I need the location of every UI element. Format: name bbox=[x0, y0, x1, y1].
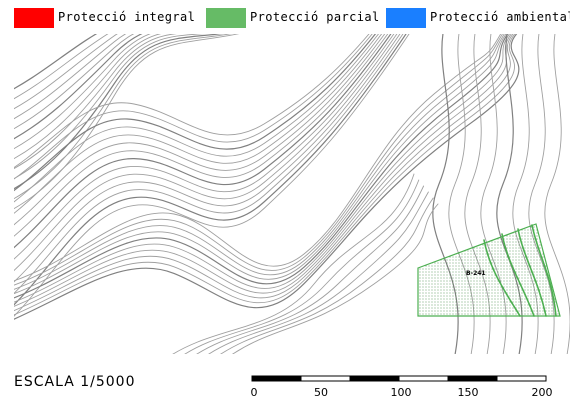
legend-swatch-red bbox=[14, 8, 54, 28]
contour-line bbox=[220, 197, 434, 354]
contour-line bbox=[14, 34, 177, 170]
contour-line bbox=[14, 34, 510, 303]
contour-line bbox=[208, 191, 429, 354]
scale-label: ESCALA 1/5000 bbox=[14, 374, 136, 390]
zone-contour-lines bbox=[483, 224, 557, 317]
contour-line bbox=[14, 34, 143, 140]
contour-line bbox=[14, 34, 404, 294]
contour-line bbox=[14, 34, 401, 283]
contour-line bbox=[14, 34, 395, 260]
contour-line bbox=[14, 34, 373, 180]
contour-line bbox=[14, 34, 407, 306]
contour-line bbox=[14, 34, 516, 316]
contour-line bbox=[14, 34, 377, 192]
scale-tick-label: 150 bbox=[458, 386, 479, 398]
contour-line bbox=[14, 34, 503, 286]
contour-line bbox=[14, 34, 398, 272]
contour-line bbox=[14, 34, 379, 203]
zone-contour bbox=[517, 228, 547, 317]
contour-lines bbox=[14, 34, 570, 354]
zone-label: B-241 bbox=[466, 270, 486, 277]
contour-line bbox=[14, 34, 507, 295]
contour-line bbox=[14, 34, 389, 237]
legend-label-ambiental: Protecció ambiental bbox=[430, 10, 570, 24]
contour-line bbox=[14, 34, 370, 169]
map-legend: Protecció integral Protecció parcial Pro… bbox=[0, 0, 570, 34]
contour-line bbox=[14, 34, 512, 307]
contour-line bbox=[14, 34, 386, 226]
contour-line bbox=[14, 34, 151, 150]
zone-contour bbox=[531, 224, 557, 317]
contour-line bbox=[172, 173, 415, 354]
contour-line bbox=[196, 185, 425, 354]
legend-label-integral: Protecció integral bbox=[58, 10, 196, 24]
contour-line bbox=[14, 34, 514, 312]
scale-tick-label: 200 bbox=[532, 386, 553, 398]
scale-tick-label: 50 bbox=[314, 386, 328, 398]
contour-line bbox=[14, 34, 520, 320]
scale-tick-label: 0 bbox=[251, 386, 258, 398]
contour-line bbox=[14, 34, 502, 282]
contour-line bbox=[14, 34, 392, 249]
legend-label-parcial: Protecció parcial bbox=[250, 10, 380, 24]
scale-segment bbox=[398, 375, 449, 382]
contour-line bbox=[14, 34, 98, 90]
contour-line bbox=[14, 34, 162, 160]
scale-tick-label: 100 bbox=[391, 386, 412, 398]
contour-line bbox=[184, 179, 420, 354]
scale-segment bbox=[349, 375, 400, 382]
contour-line bbox=[14, 34, 127, 120]
contour-line bbox=[14, 34, 223, 190]
contour-line bbox=[14, 34, 505, 290]
contour-line bbox=[14, 34, 240, 210]
scale-segment bbox=[496, 375, 547, 382]
contour-line bbox=[14, 34, 135, 130]
contour-line bbox=[14, 34, 119, 110]
contour-line bbox=[14, 34, 410, 317]
contour-line bbox=[14, 34, 109, 100]
legend-swatch-green bbox=[206, 8, 246, 28]
contour-line bbox=[14, 34, 205, 180]
contour-line bbox=[14, 34, 232, 200]
legend-swatch-blue bbox=[386, 8, 426, 28]
scale-segment bbox=[251, 375, 302, 382]
zone-contour bbox=[501, 233, 535, 317]
protection-zone-b241[interactable]: B-241 bbox=[417, 223, 561, 317]
scale-bar: 0 50 100 150 200 bbox=[251, 375, 553, 398]
map-canvas[interactable]: B-241 bbox=[14, 34, 570, 354]
contour-line bbox=[14, 34, 509, 299]
scale-segment bbox=[300, 375, 351, 382]
zone-contour bbox=[483, 239, 521, 317]
scale-segment bbox=[447, 375, 498, 382]
contour-line bbox=[14, 34, 383, 214]
contour-line bbox=[544, 34, 570, 354]
contour-line bbox=[232, 203, 439, 354]
